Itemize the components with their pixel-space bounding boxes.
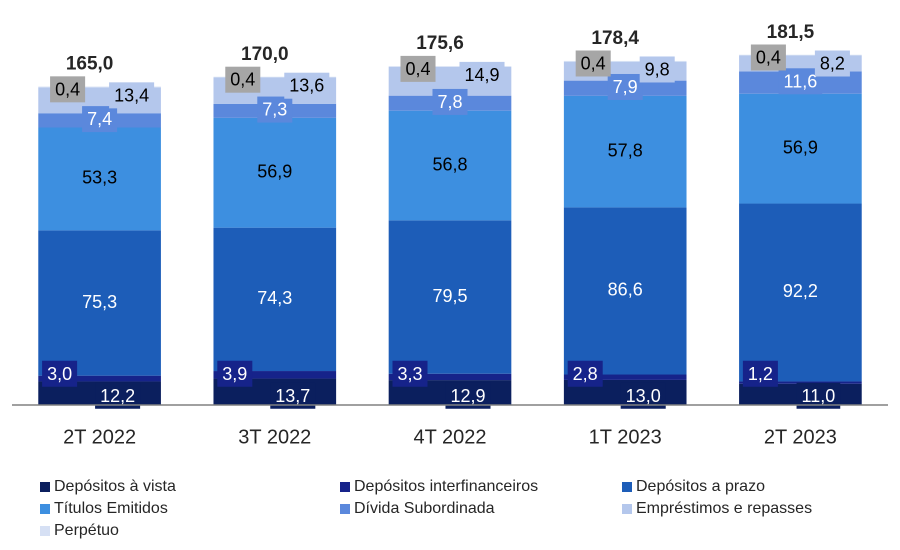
x-tick-label: 3T 2022 bbox=[238, 426, 311, 448]
value-label: 7,9 bbox=[613, 77, 638, 97]
bar-segment bbox=[563, 95, 687, 208]
x-tick-label: 2T 2022 bbox=[63, 426, 136, 448]
label-box bbox=[742, 360, 778, 387]
total-label: 178,4 bbox=[591, 28, 639, 49]
legend-label: Depósitos a prazo bbox=[636, 478, 765, 495]
value-label: 0,4 bbox=[581, 53, 606, 73]
label-box bbox=[257, 96, 293, 123]
bar-segment bbox=[38, 86, 161, 88]
legend-swatch bbox=[622, 482, 632, 492]
bar-segment bbox=[38, 230, 161, 376]
legend-swatch bbox=[40, 526, 50, 536]
bar-segment bbox=[388, 373, 512, 381]
label-box bbox=[217, 360, 253, 387]
bar-segment bbox=[739, 54, 862, 56]
bar-segment bbox=[388, 220, 512, 374]
value-label: 14,9 bbox=[464, 65, 499, 85]
value-label: 86,6 bbox=[608, 280, 643, 300]
value-label: 3,3 bbox=[397, 364, 422, 384]
total-label: 181,5 bbox=[767, 22, 815, 43]
label-box bbox=[432, 88, 468, 115]
legend-label: Depósitos interfinanceiros bbox=[354, 478, 538, 495]
label-box bbox=[814, 50, 850, 77]
total-label: 175,6 bbox=[416, 33, 464, 54]
value-label: 0,4 bbox=[230, 70, 255, 90]
x-tick-label: 4T 2022 bbox=[413, 426, 486, 448]
x-tick-label: 2T 2023 bbox=[764, 426, 837, 448]
bar-segment bbox=[213, 371, 337, 379]
value-label: 3,9 bbox=[222, 364, 247, 384]
value-label: 3,0 bbox=[47, 364, 72, 384]
value-label: 56,8 bbox=[432, 154, 467, 174]
value-label: 2,8 bbox=[573, 364, 598, 384]
label-box bbox=[392, 360, 428, 387]
label-box bbox=[284, 72, 330, 99]
label-box bbox=[639, 56, 675, 83]
value-label: 8,2 bbox=[820, 54, 845, 74]
bar-segment bbox=[213, 76, 337, 78]
label-box bbox=[82, 106, 118, 133]
legend-label: Depósitos à vista bbox=[54, 478, 176, 495]
legend-label: Perpétuo bbox=[54, 522, 119, 539]
bar-segment bbox=[213, 117, 337, 228]
value-label: 13,0 bbox=[626, 386, 661, 406]
label-box bbox=[575, 50, 611, 77]
bar-segment bbox=[739, 381, 862, 384]
x-tick-label: 1T 2023 bbox=[589, 426, 662, 448]
label-box bbox=[459, 61, 505, 88]
bar-segment bbox=[38, 375, 161, 382]
bar-segment bbox=[739, 93, 862, 204]
bar-segment bbox=[388, 66, 512, 67]
legend-swatch bbox=[40, 504, 50, 514]
value-label: 9,8 bbox=[645, 59, 670, 79]
value-label: 11,6 bbox=[784, 71, 818, 91]
value-label: 12,2 bbox=[100, 386, 135, 406]
label-box bbox=[567, 360, 603, 387]
value-label: 12,9 bbox=[450, 386, 485, 406]
legend-swatch bbox=[40, 482, 50, 492]
legend-swatch bbox=[622, 504, 632, 514]
label-box bbox=[750, 44, 786, 71]
bar-segment bbox=[563, 60, 687, 62]
value-label: 53,3 bbox=[82, 168, 117, 188]
bar-segment bbox=[213, 227, 337, 372]
value-label: 13,4 bbox=[114, 85, 149, 105]
value-label: 92,2 bbox=[783, 281, 818, 301]
label-box bbox=[42, 360, 78, 387]
total-label: 165,0 bbox=[66, 54, 114, 75]
value-label: 56,9 bbox=[783, 137, 818, 157]
value-label: 13,6 bbox=[289, 76, 324, 96]
total-label: 170,0 bbox=[241, 44, 289, 65]
value-label: 7,8 bbox=[437, 92, 462, 112]
value-label: 56,9 bbox=[257, 162, 292, 182]
legend-label: Títulos Emitidos bbox=[54, 500, 168, 517]
label-box bbox=[607, 73, 643, 100]
value-label: 7,4 bbox=[87, 109, 112, 129]
label-box bbox=[109, 82, 155, 109]
value-label: 0,4 bbox=[55, 79, 80, 99]
value-label: 1,2 bbox=[748, 364, 773, 384]
legend-swatch bbox=[340, 504, 350, 514]
label-box bbox=[400, 55, 436, 82]
legend-label: Dívida Subordinada bbox=[354, 500, 495, 517]
value-label: 0,4 bbox=[405, 59, 430, 79]
value-label: 75,3 bbox=[82, 292, 117, 312]
value-label: 57,8 bbox=[608, 140, 643, 160]
bar-segment bbox=[388, 110, 512, 221]
value-label: 0,4 bbox=[756, 48, 781, 68]
legend-swatch bbox=[340, 482, 350, 492]
value-label: 11,0 bbox=[802, 386, 836, 406]
bar-segment bbox=[739, 203, 862, 382]
bar-segment bbox=[563, 374, 687, 380]
label-box bbox=[225, 66, 261, 93]
label-box bbox=[50, 76, 86, 103]
value-label: 79,5 bbox=[432, 286, 467, 306]
bar-segment bbox=[563, 207, 687, 375]
bar-segment bbox=[38, 127, 161, 231]
value-label: 13,7 bbox=[275, 386, 310, 406]
legend-label: Empréstimos e repasses bbox=[636, 500, 812, 517]
value-label: 74,3 bbox=[257, 288, 292, 308]
value-label: 7,3 bbox=[262, 100, 287, 120]
